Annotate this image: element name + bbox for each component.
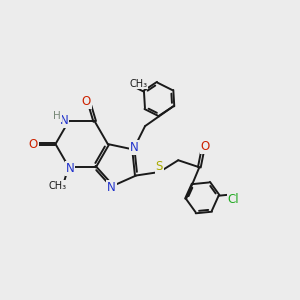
Text: N: N bbox=[66, 162, 74, 175]
Text: O: O bbox=[82, 95, 91, 108]
Text: O: O bbox=[28, 138, 38, 151]
Text: CH₃: CH₃ bbox=[129, 79, 147, 88]
Text: H: H bbox=[53, 111, 61, 121]
Text: Cl: Cl bbox=[228, 193, 239, 206]
Text: N: N bbox=[60, 114, 68, 127]
Text: S: S bbox=[156, 160, 163, 173]
Text: CH₃: CH₃ bbox=[48, 181, 66, 191]
Text: N: N bbox=[107, 182, 116, 194]
Text: O: O bbox=[201, 140, 210, 153]
Text: N: N bbox=[130, 141, 138, 154]
